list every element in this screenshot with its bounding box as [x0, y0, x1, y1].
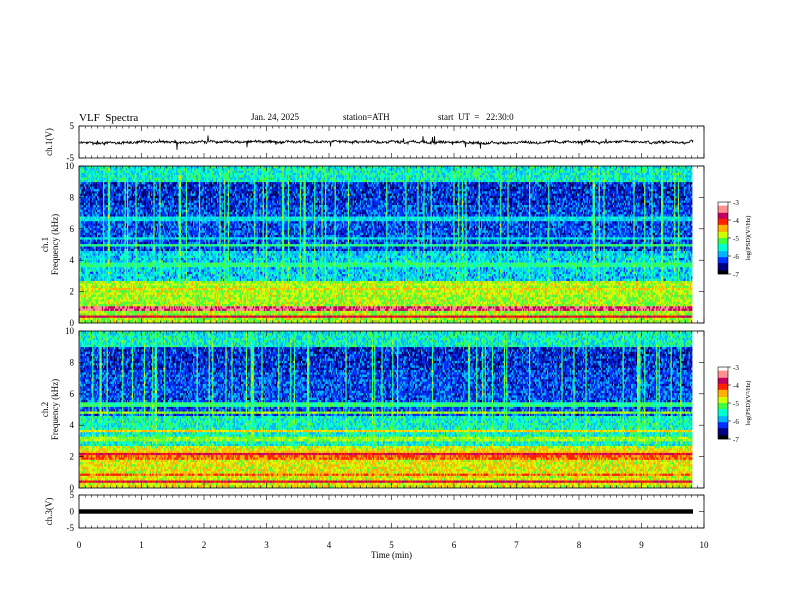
- x-tick-label: 6: [452, 540, 457, 550]
- y-tick-label: 6: [70, 224, 75, 234]
- y-axis-label: ch.2: [40, 402, 50, 417]
- y-axis-label: ch.1: [40, 237, 50, 252]
- y-tick-label: 8: [70, 357, 75, 367]
- x-tick-label: 7: [514, 540, 519, 550]
- colorbar-tick-label: -3: [733, 199, 739, 207]
- x-tick-label: 9: [639, 540, 644, 550]
- colorbar-tick-label: -3: [733, 364, 739, 372]
- y-tick-label: 8: [70, 192, 75, 202]
- y-tick-label: 10: [65, 161, 75, 171]
- x-tick-label: 8: [577, 540, 582, 550]
- colorbar-tick-label: -5: [733, 235, 739, 243]
- y-tick-label: 10: [65, 326, 75, 336]
- y-axis-label: Frequency (kHz): [50, 214, 60, 275]
- y-tick-label: 2: [70, 287, 75, 297]
- x-tick-label: 10: [700, 540, 710, 550]
- x-axis-label: Time (min): [371, 550, 412, 560]
- vlf-figure: 5-5ch.1(V) 0246810ch.1 Frequency (kHz) 02…: [0, 0, 792, 612]
- y-tick-label: 4: [70, 420, 75, 430]
- spectrogram-cells: [79, 331, 692, 488]
- x-tick-label: 2: [202, 540, 207, 550]
- colorbar-tick-label: -7: [733, 271, 739, 279]
- y-tick-label: 0: [70, 507, 75, 517]
- x-tick-label: 0: [77, 540, 82, 550]
- y-tick-label: 5: [70, 121, 75, 131]
- y-axis-label: Frequency (kHz): [50, 379, 60, 440]
- y-tick-label: -5: [67, 523, 75, 533]
- y-axis-label: ch.1(V): [44, 128, 54, 156]
- colorbar-tick-label: -6: [733, 418, 739, 426]
- ch1-waveform-panel: 5-5ch.1(V): [44, 121, 704, 163]
- colorbar-tick-label: -4: [733, 217, 739, 225]
- x-tick-label: 3: [264, 540, 269, 550]
- y-tick-label: 6: [70, 389, 75, 399]
- ch2-colorbar: -3 -4 -5 -6 -7 log(PSD)(V²/Hz): [718, 364, 752, 444]
- colorbar-label: log(PSD)(V²/Hz): [745, 381, 752, 426]
- x-tick-label: 1: [139, 540, 144, 550]
- colorbar-tick-label: -6: [733, 253, 739, 261]
- y-axis-label: ch.3(V): [44, 498, 54, 526]
- colorbar-tick-label: -7: [733, 436, 739, 444]
- colorbar-tick-label: -5: [733, 400, 739, 408]
- ch1-waveform-line: [79, 135, 693, 150]
- ch1-colorbar: -3 -4 -5 -6 -7 log(PSD)(V²/Hz): [718, 199, 752, 279]
- time-axis: 0 1 2 3 4 5 6 7 8 9 10 Time (min): [77, 540, 709, 560]
- x-tick-label: 4: [327, 540, 332, 550]
- y-tick-label: 5: [70, 490, 75, 500]
- x-tick-label: 5: [389, 540, 394, 550]
- ch3-waveform-line: [79, 509, 693, 513]
- y-tick-label: 2: [70, 452, 75, 462]
- colorbar-tick-label: -4: [733, 382, 739, 390]
- y-tick-label: 4: [70, 255, 75, 265]
- spectrogram-cells: [79, 166, 692, 323]
- colorbar-label: log(PSD)(V²/Hz): [745, 216, 752, 261]
- ch3-waveform-panel: 5 0 -5 ch.3(V): [44, 490, 704, 533]
